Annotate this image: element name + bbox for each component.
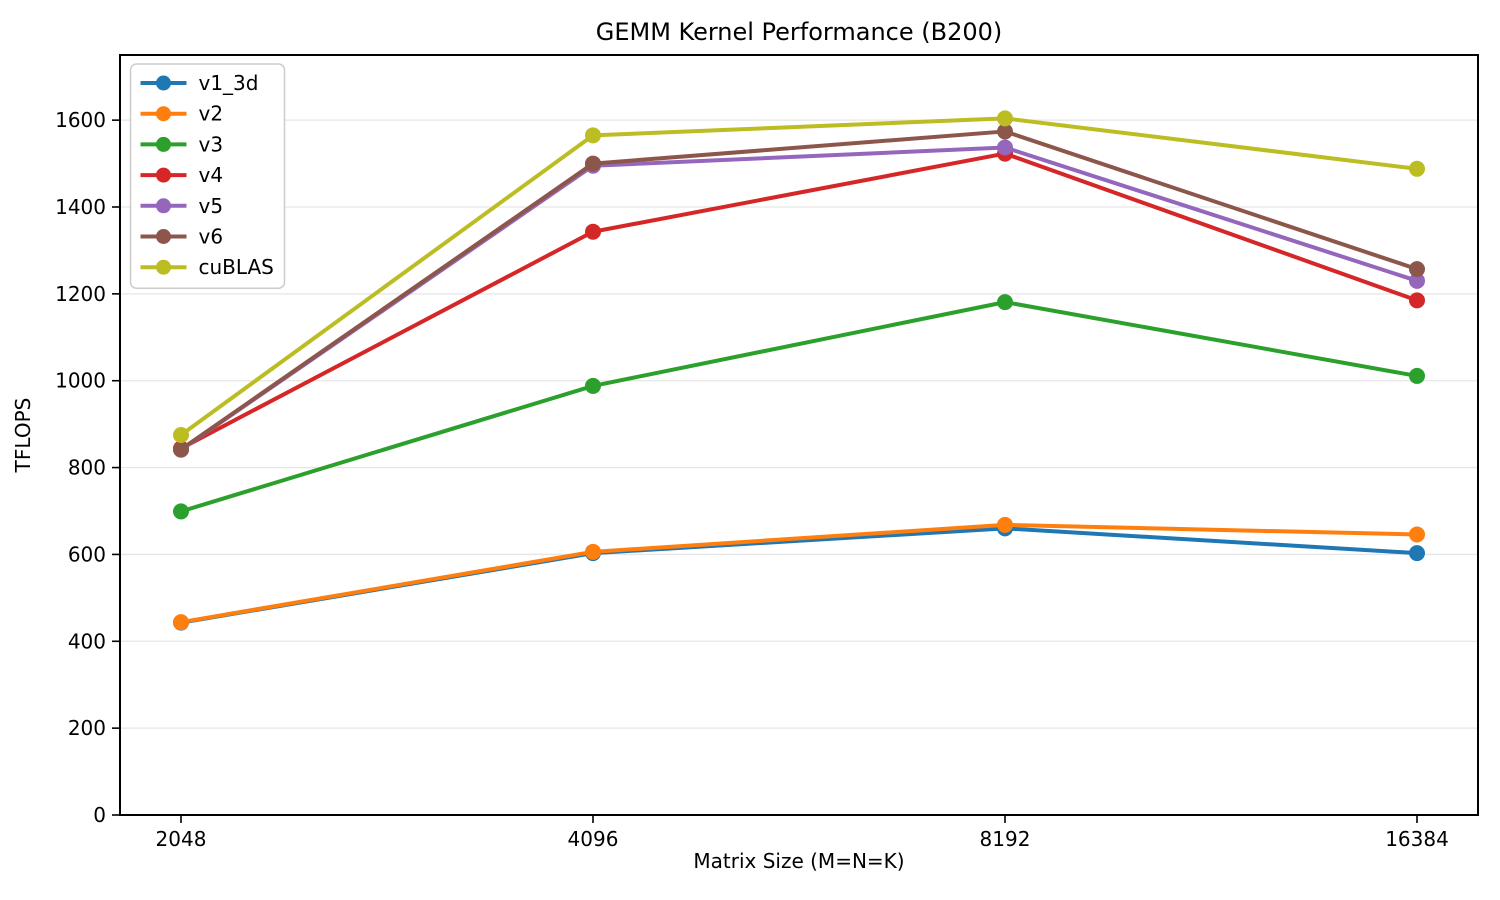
data-point-cuBLAS: [1409, 160, 1425, 177]
y-tick-label: 1000: [55, 369, 106, 393]
x-tick-label: 2048: [156, 827, 207, 851]
data-point-v5: [1409, 272, 1425, 289]
legend-marker: [156, 167, 171, 183]
legend-item-v6: v6: [140, 225, 224, 249]
axes-spines: [119, 54, 1479, 816]
legend-marker: [156, 198, 171, 214]
y-tick-label: 1200: [55, 282, 106, 306]
legend-item-label: cuBLAS: [199, 255, 274, 279]
data-point-v3: [173, 503, 189, 520]
data-point-v2: [1409, 526, 1425, 543]
legend-layer: v1_3d v2 v3 v4 v5 v6 cuBLAS: [129, 63, 286, 289]
legend-item-label: v2: [199, 102, 224, 126]
data-point-v4: [1409, 292, 1425, 309]
y-tick-label: 1600: [55, 108, 106, 132]
legend-item-label: v1_3d: [199, 71, 259, 95]
series-line-v3: [179, 300, 1419, 514]
data-point-v2: [585, 543, 601, 560]
legend-item-v3: v3: [140, 132, 224, 156]
series-layer: [173, 110, 1425, 631]
data-point-cuBLAS: [585, 127, 601, 144]
data-point-v3: [1409, 367, 1425, 384]
legend-marker: [156, 106, 171, 122]
legend-item-v1_3d: v1_3d: [140, 71, 259, 95]
legend-item-label: v6: [199, 225, 224, 249]
legend-item-label: v3: [199, 132, 224, 156]
data-point-v2: [173, 614, 189, 631]
legend-item-label: v5: [199, 194, 224, 218]
grid-layer: [120, 119, 1478, 729]
data-point-v6: [1409, 261, 1425, 278]
legend-item-cuBLAS: cuBLAS: [140, 255, 274, 279]
legend-marker: [156, 259, 171, 275]
y-axis-label: TFLOPS: [11, 398, 35, 474]
data-point-v1_3d: [1409, 545, 1425, 562]
series-line-v2: [179, 522, 1419, 625]
y-tick-label: 0: [93, 803, 106, 827]
legend-item-v2: v2: [140, 102, 224, 126]
data-point-v5: [997, 139, 1013, 156]
data-point-v3: [997, 294, 1013, 311]
data-point-cuBLAS: [997, 110, 1013, 127]
data-point-v6: [173, 441, 189, 458]
y-tick-label: 400: [68, 629, 106, 653]
chart-title: GEMM Kernel Performance (B200): [596, 18, 1003, 46]
x-axis-label: Matrix Size (M=N=K): [693, 849, 904, 873]
y-tick-label: 200: [68, 716, 106, 740]
y-tick-label: 800: [68, 456, 106, 480]
legend-item-v4: v4: [140, 163, 224, 187]
data-point-v3: [585, 377, 601, 394]
legend-item-label: v4: [199, 163, 224, 187]
series-line-cuBLAS: [179, 116, 1419, 437]
data-point-v6: [997, 123, 1013, 140]
y-tick-label: 1400: [55, 195, 106, 219]
legend-item-v5: v5: [140, 194, 224, 218]
series-line-v4: [179, 151, 1419, 451]
data-point-v4: [585, 223, 601, 240]
series-line-v1_3d: [179, 526, 1419, 625]
legend-marker: [156, 136, 171, 152]
y-tick-label: 600: [68, 542, 106, 566]
series-line-v6: [179, 129, 1419, 452]
data-point-v6: [585, 155, 601, 172]
x-tick-label: 8192: [980, 827, 1031, 851]
legend-marker: [156, 75, 171, 91]
axes-layer: 0 200 400 600 800 1000 1200 1400 1600 2048 4096 819…: [55, 54, 1479, 851]
data-point-v2: [997, 516, 1013, 533]
x-tick-label: 16384: [1385, 827, 1449, 851]
x-tick-label: 4096: [568, 827, 619, 851]
legend-marker: [156, 229, 171, 244]
data-point-cuBLAS: [173, 427, 189, 443]
